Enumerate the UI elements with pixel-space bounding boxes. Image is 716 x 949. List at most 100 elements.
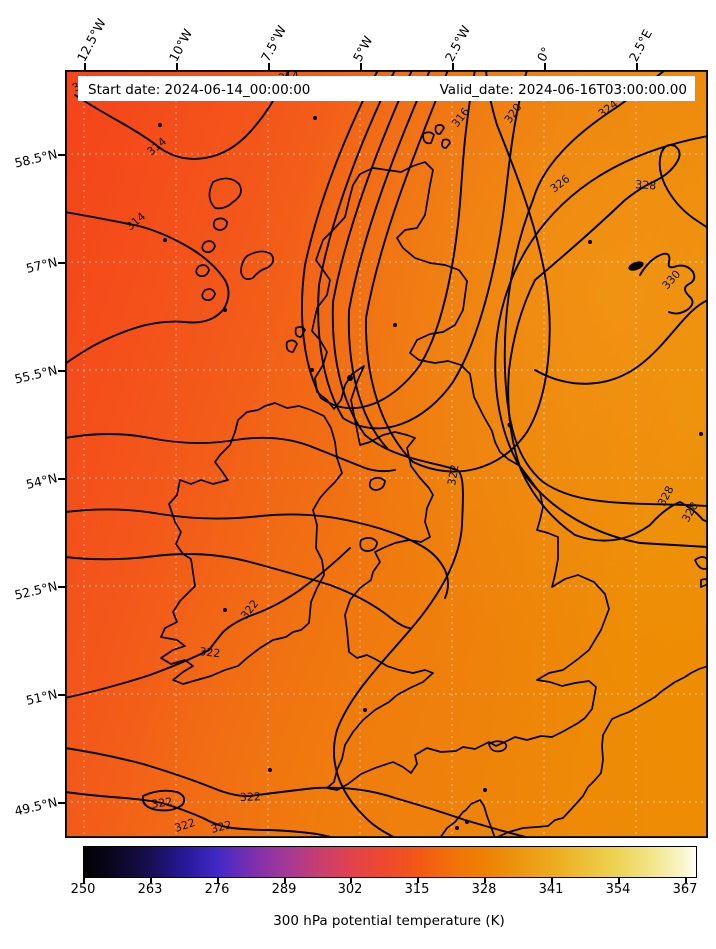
y-tick	[58, 154, 65, 156]
x-tick	[176, 63, 178, 70]
theta-field	[65, 70, 708, 838]
colorbar	[83, 846, 697, 878]
contour-bundle-4	[347, 70, 431, 449]
contour-label: 322	[210, 818, 234, 836]
colorbar-tick	[217, 878, 219, 883]
colorbar-tick	[350, 878, 352, 883]
coastlines	[158, 116, 708, 838]
contour-ireland-1	[65, 433, 396, 473]
y-axis-label: 52.5°N	[12, 578, 59, 603]
x-axis-label-text: 2.5°E	[625, 26, 655, 64]
colorbar-tick-label: 315	[404, 882, 430, 897]
colorbar-tick	[417, 878, 419, 883]
colorbar-tick-label: 302	[337, 882, 363, 897]
y-tick	[58, 370, 65, 372]
colorbar-tick-label: 328	[471, 882, 497, 897]
contour-322-channel-2	[65, 791, 336, 838]
x-tick	[84, 63, 86, 70]
colorbar-tick	[484, 878, 486, 883]
contour-bundle-3	[331, 70, 413, 436]
colorbar-tick	[150, 878, 152, 883]
coast-isle-of-man	[368, 476, 386, 491]
coast-france	[439, 799, 496, 838]
contour-322-channel-1	[65, 747, 531, 838]
y-axis-label: 57°N	[24, 254, 59, 276]
contour-inner-snake	[534, 299, 708, 385]
contour-322-england	[332, 434, 464, 838]
x-tick	[360, 63, 362, 70]
contour-label: 322	[151, 795, 174, 811]
colorbar-tick-label: 263	[137, 882, 163, 897]
x-axis-label-text: 10°W	[165, 26, 196, 64]
contour-label: 322	[240, 790, 261, 804]
y-tick	[58, 586, 65, 588]
colorbar-tick	[284, 878, 286, 883]
colorbar-title: 300 hPa potential temperature (K)	[273, 913, 505, 929]
contour-314-b	[65, 211, 230, 365]
colorbar-tick-label: 289	[271, 882, 297, 897]
y-axis-label: 58.5°N	[12, 146, 59, 171]
x-axis-label-text: 7.5°W	[257, 22, 290, 64]
colorbar-tick-label: 250	[70, 882, 96, 897]
contour-label: 328	[635, 178, 657, 192]
contour-ireland-3	[65, 553, 411, 629]
start-date-text: Start date: 2024-06-14_00:00:00	[88, 82, 310, 98]
contour-328-upper	[534, 144, 708, 281]
contour-label: 322	[199, 645, 221, 660]
contour-330	[639, 252, 696, 315]
coast-great-britain	[311, 161, 610, 791]
contour-ireland-2	[65, 508, 449, 599]
coast-hebrides	[195, 177, 242, 301]
contour-316	[320, 70, 476, 409]
y-tick	[58, 802, 65, 804]
y-tick	[58, 262, 65, 264]
x-axis-label-text: 12.5°W	[73, 15, 109, 64]
y-tick	[58, 478, 65, 480]
x-tick	[452, 63, 454, 70]
map-title-bar: Start date: 2024-06-14_00:00:00 Valid_da…	[78, 76, 695, 101]
x-axis-label-text: 0°	[533, 44, 554, 64]
map-border	[65, 70, 708, 838]
x-axis-label-text: 5°W	[349, 33, 376, 64]
contour-320	[342, 70, 528, 430]
contour-324	[503, 70, 708, 507]
coast-isle-of-wight	[488, 740, 508, 753]
y-axis-label: 54°N	[24, 470, 59, 492]
valid-date-text: Valid_date: 2024-06-16T03:00:00.00	[440, 82, 687, 98]
colorbar-tick-label: 341	[538, 882, 564, 897]
contour-inner-oval	[412, 70, 551, 473]
y-axis-label: 55.5°N	[12, 362, 59, 387]
x-axis-label-text: 2.5°W	[441, 22, 474, 64]
contour-label: 322	[445, 464, 461, 487]
coast-ireland	[160, 402, 343, 685]
colorbar-tick-label: 367	[672, 882, 698, 897]
contour-328-lower	[507, 279, 708, 542]
contours	[65, 70, 708, 838]
colorbar-tick	[551, 878, 553, 883]
colorbar-tick	[618, 878, 620, 883]
contour-bundle-1	[301, 70, 379, 399]
colorbar-tick-label: 276	[204, 882, 230, 897]
contour-bundle-5	[365, 70, 449, 463]
coast-orkney	[422, 124, 451, 149]
x-tick	[268, 63, 270, 70]
colorbar-tick-label: 354	[605, 882, 631, 897]
colorbar-tick	[685, 878, 687, 883]
contour-322-channel-loop	[141, 789, 186, 812]
colorbar-tick	[83, 878, 85, 883]
coast-skye	[240, 250, 275, 280]
coast-anglesey	[359, 537, 378, 552]
graticule	[65, 70, 708, 838]
contour-326	[494, 135, 708, 548]
contour-label: 322	[173, 816, 197, 835]
map-panel: 314 314 314 314 316 320 324 326 328 330 …	[65, 70, 708, 838]
contour-322-sw-ireland	[65, 547, 351, 699]
contour-bundle-2	[317, 70, 396, 419]
x-tick	[544, 63, 546, 70]
y-axis-label: 49.5°N	[12, 794, 59, 819]
y-axis-label: 51°N	[24, 686, 59, 708]
x-tick	[636, 63, 638, 70]
y-tick	[58, 694, 65, 696]
coast-channel-east	[494, 665, 708, 838]
